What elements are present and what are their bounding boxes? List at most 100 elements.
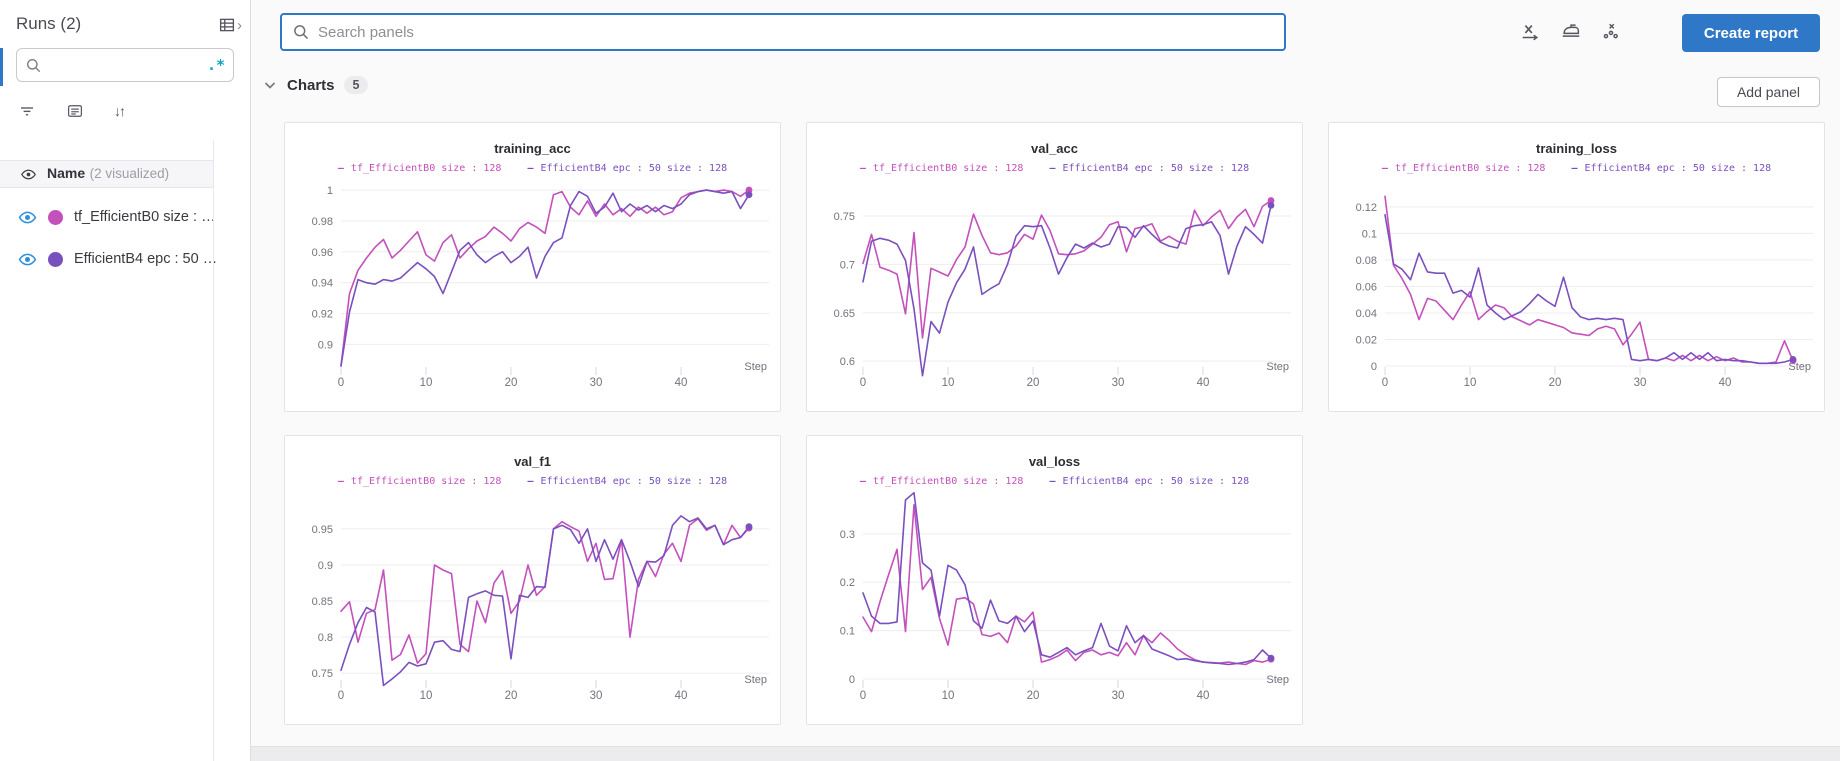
run-visibility-eye-icon[interactable] (18, 208, 37, 227)
create-report-button[interactable]: Create report (1682, 14, 1820, 52)
run-color-dot (48, 209, 63, 225)
search-icon (25, 57, 42, 74)
legend-item[interactable]: — EfficientB4 epc : 50 size : 128 (527, 163, 727, 174)
y-tick-label: 1 (327, 185, 333, 197)
add-panel-button[interactable]: Add panel (1717, 77, 1820, 107)
chart-panel-training_acc[interactable]: training_acc — tf_EfficientB0 size : 128—… (284, 122, 781, 412)
legend-item[interactable]: — tf_EfficientB0 size : 128 (338, 163, 502, 174)
legend-series-name: tf_EfficientB0 size : 128 (872, 476, 1024, 487)
smoothing-iron-icon[interactable] (1559, 20, 1583, 44)
runs-table-name-header[interactable]: Name (2 visualized) (0, 160, 213, 188)
panel-search-input[interactable] (318, 23, 1274, 41)
run-name-label: EfficientB4 epc : 50 … (74, 251, 218, 267)
x-tick-label: 20 (1027, 690, 1040, 702)
legend-series-name: tf_EfficientB0 size : 128 (350, 476, 502, 487)
y-tick-label: 0.96 (312, 247, 333, 259)
y-tick-label: 0.92 (312, 309, 333, 321)
y-tick-label: 0.1 (1362, 228, 1377, 240)
legend-swatch: — (527, 476, 534, 487)
x-tick-label: 10 (420, 377, 433, 389)
y-tick-label: 0.12 (1356, 202, 1377, 214)
y-tick-label: 0.75 (312, 668, 333, 680)
chevron-right-icon: › (237, 16, 242, 34)
x-tick-label: 40 (1197, 377, 1210, 389)
runs-table-divider (213, 140, 214, 761)
filter-icon[interactable] (18, 102, 36, 120)
legend-series-name: EfficientB4 epc : 50 size : 128 (1062, 163, 1250, 174)
sidebar-accent-bar (0, 48, 3, 86)
y-tick-label: 0.06 (1356, 281, 1377, 293)
chart-legend: — tf_EfficientB0 size : 128 — EfficientB4 e… (807, 476, 1302, 487)
legend-item[interactable]: — tf_EfficientB0 size : 128 (860, 476, 1024, 487)
y-tick-label: 0.98 (312, 216, 333, 228)
y-tick-label: 0.1 (840, 626, 855, 638)
legend-item[interactable]: — tf_EfficientB0 size : 128 (1382, 163, 1546, 174)
series-line (862, 504, 1272, 666)
run-row-tf-efficientb0[interactable]: tf_EfficientB0 size : … (0, 196, 216, 238)
series-endpoint-dot (1267, 654, 1275, 662)
group-list-icon[interactable] (66, 102, 84, 120)
chart-panel-val_acc[interactable]: val_acc — tf_EfficientB0 size : 128 — Effic… (806, 122, 1303, 412)
chart-plot: 1 0.98 0.96 0.94 0.92 0.9 0 10 20 30 40 Step (312, 185, 769, 389)
x-tick-label: 0 (338, 690, 344, 702)
legend-item[interactable]: — EfficientB4 epc : 50 size : 128 (1571, 163, 1771, 174)
charts-section-label[interactable]: Charts (287, 76, 335, 94)
series-endpoint-dot (1267, 197, 1275, 204)
legend-item[interactable]: — tf_EfficientB0 size : 128 (860, 163, 1024, 174)
legend-swatch: — (859, 476, 866, 487)
y-tick-label: 0.75 (834, 211, 855, 223)
x-tick-label: 10 (942, 690, 955, 702)
visibility-eye-icon[interactable] (20, 166, 37, 183)
chart-legend: — tf_EfficientB0 size : 128 — EfficientB4 e… (285, 163, 780, 174)
chart-title: val_acc (1031, 141, 1078, 156)
legend-swatch: — (337, 163, 344, 174)
y-tick-label: 0 (1371, 361, 1377, 373)
run-row-efficientb4[interactable]: EfficientB4 epc : 50 … (0, 238, 217, 280)
x-tick-label: 30 (590, 690, 603, 702)
y-tick-label: 0.04 (1356, 308, 1377, 320)
legend-swatch: — (1381, 163, 1388, 174)
series-line (340, 189, 750, 367)
charts-count-badge: 5 (343, 76, 369, 94)
legend-item[interactable]: — EfficientB4 epc : 50 size : 128 (1049, 163, 1249, 174)
chart-title: val_loss (1028, 454, 1081, 469)
series-endpoint-dot (745, 191, 753, 199)
regex-toggle-icon[interactable]: .* (206, 56, 225, 74)
x-tick-label: 30 (1112, 377, 1125, 389)
visualized-count-label: (2 visualized) (89, 166, 170, 181)
x-tick-label: 40 (1719, 377, 1732, 389)
series-line (862, 491, 1272, 666)
runs-toolbar: ↓↑ (18, 102, 126, 120)
y-tick-label: 0.6 (840, 356, 855, 368)
expand-runs-table-button[interactable]: › (218, 16, 242, 34)
chart-plot: 0.75 0.7 0.65 0.6 0 10 20 30 40 Step (834, 197, 1291, 389)
outliers-icon[interactable] (1599, 20, 1623, 44)
y-tick-label: 0.2 (840, 577, 855, 589)
y-tick-label: 0.9 (318, 339, 333, 351)
legend-item[interactable]: — EfficientB4 epc : 50 size : 128 (1049, 476, 1249, 487)
series-line (1384, 195, 1794, 365)
sort-icon[interactable]: ↓↑ (114, 103, 126, 119)
series-endpoint-dot (1267, 201, 1275, 209)
y-tick-label: 0.85 (312, 596, 333, 608)
chart-panel-val_f1[interactable]: val_f1 — tf_EfficientB0 size : 128 — Effici… (284, 435, 781, 725)
bottom-strip (213, 746, 1840, 761)
x-axis-label: Step (1788, 361, 1811, 373)
chart-title: val_f1 (514, 454, 551, 469)
run-search-input[interactable] (42, 57, 207, 73)
legend-item[interactable]: — EfficientB4 epc : 50 size : 128 (527, 476, 727, 487)
x-tick-label: 10 (1464, 377, 1477, 389)
x-axis-label: Step (1266, 361, 1289, 373)
y-tick-label: 0.94 (312, 278, 333, 290)
chevron-down-icon[interactable] (262, 77, 278, 93)
legend-item[interactable]: — tf_EfficientB0 size : 128 (338, 476, 502, 487)
x-tick-label: 0 (338, 377, 344, 389)
x-tick-label: 30 (1634, 377, 1647, 389)
y-tick-label: 0.02 (1356, 334, 1377, 346)
chart-panel-training_loss[interactable]: training_loss — tf_EfficientB0 size : 128… (1328, 122, 1825, 412)
run-visibility-eye-icon[interactable] (18, 250, 37, 269)
chart-panel-val_loss[interactable]: val_loss — tf_EfficientB0 size : 128 — Effi… (806, 435, 1303, 725)
charts-grid: training_acc — tf_EfficientB0 size : 128—… (284, 122, 1829, 725)
runs-panel-title: Runs (2) (16, 14, 82, 33)
x-axis-settings-icon[interactable] (1518, 20, 1542, 44)
